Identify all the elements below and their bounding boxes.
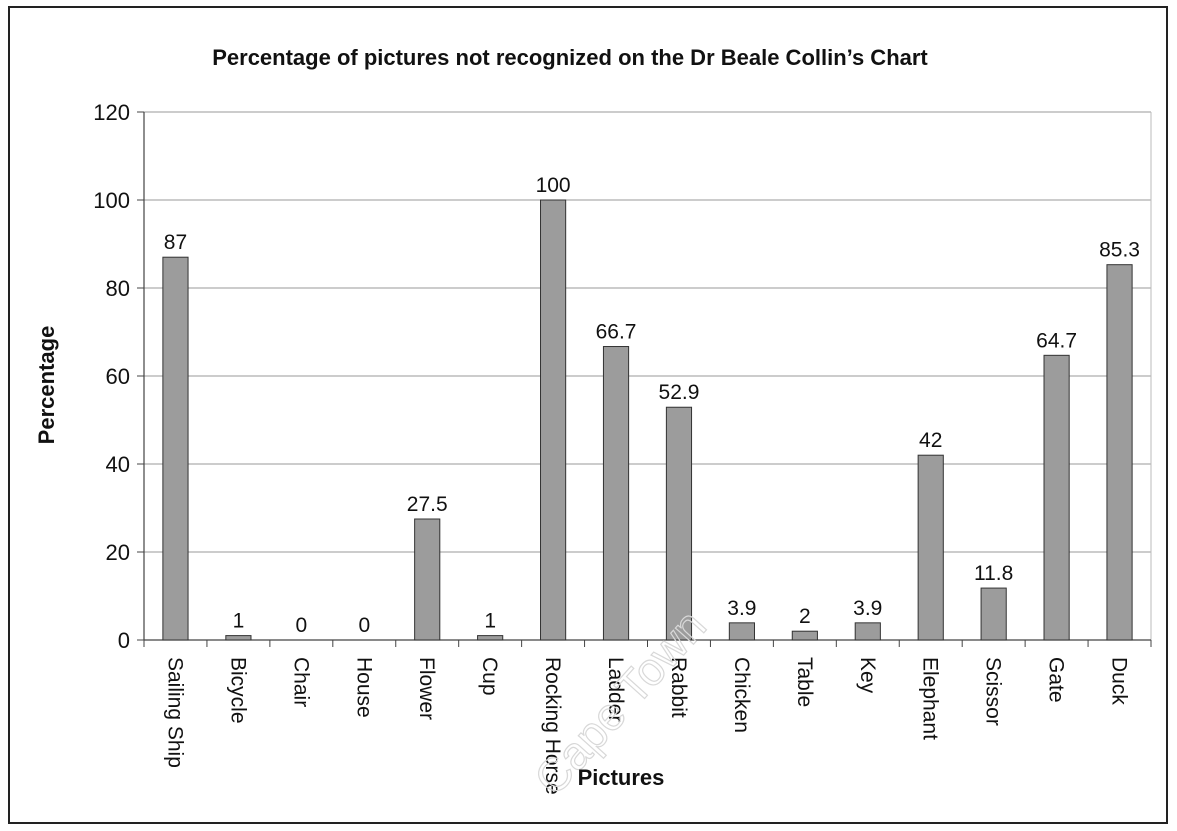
bar: [917, 454, 944, 641]
category-label: Rabbit: [667, 657, 690, 718]
data-label: 66.7: [596, 321, 637, 344]
category-label: Table: [793, 657, 816, 707]
category-label: Ladder: [604, 657, 627, 722]
category-label: Rocking Horse: [541, 657, 564, 795]
y-axis-title: Percentage: [34, 326, 59, 445]
bar: [980, 587, 1007, 641]
data-label: 64.7: [1036, 329, 1077, 352]
chart-title: Percentage of pictures not recognized on…: [212, 45, 928, 70]
bars: [162, 199, 1133, 641]
category-label: Scissor: [982, 657, 1005, 726]
bar: [477, 635, 504, 641]
bar-chart: Percentage of pictures not recognized on…: [34, 45, 1152, 805]
data-label: 1: [233, 610, 245, 633]
bar: [162, 256, 189, 641]
data-label: 3.9: [853, 597, 882, 620]
bar: [854, 622, 881, 641]
data-label: 85.3: [1099, 239, 1140, 262]
x-axis-title: Pictures: [578, 765, 665, 790]
bar: [540, 199, 567, 641]
bar: [1106, 264, 1133, 641]
y-tick-label: 80: [106, 276, 130, 301]
bar: [225, 635, 252, 641]
bar: [414, 518, 441, 641]
category-label: Elephant: [919, 657, 942, 740]
bar: [665, 406, 693, 641]
bar: [728, 622, 755, 641]
data-label: 42: [919, 429, 942, 452]
category-label: Flower: [415, 657, 438, 720]
category-label: Cup: [478, 657, 501, 696]
bar: [1043, 354, 1070, 641]
gridlines: [137, 111, 1152, 647]
chart-frame: Percentage of pictures not recognized on…: [8, 6, 1168, 824]
category-label: Gate: [1045, 657, 1068, 703]
category-labels: Sailing Ship Bicycle Chair House Flower Cup Ro…: [163, 657, 1130, 795]
y-tick-label: 40: [106, 452, 130, 477]
y-tick-label: 20: [106, 540, 130, 565]
category-label: Key: [856, 657, 879, 694]
bar: [602, 346, 630, 641]
data-label: 0: [296, 614, 308, 637]
category-label: House: [352, 657, 375, 718]
data-label: 100: [536, 174, 571, 197]
y-tick-label: 0: [118, 628, 130, 653]
data-label: 52.9: [659, 381, 700, 404]
data-label: 3.9: [727, 597, 756, 620]
data-label: 87: [164, 231, 187, 254]
bar: [791, 630, 818, 641]
data-label: 11.8: [974, 562, 1013, 585]
data-label: 0: [358, 614, 370, 637]
category-label: Sailing Ship: [163, 657, 186, 768]
category-label: Chicken: [730, 657, 753, 733]
y-tick-label: 60: [106, 364, 130, 389]
category-label: Bicycle: [226, 657, 249, 724]
category-label: Duck: [1108, 657, 1131, 705]
category-label: Chair: [289, 657, 312, 707]
data-label: 2: [799, 605, 811, 628]
data-label: 1: [484, 610, 496, 633]
y-axis-ticks: 0 20 40 60 80 100 120: [93, 100, 130, 653]
y-tick-label: 120: [93, 100, 130, 125]
data-label: 27.5: [407, 493, 448, 516]
y-tick-label: 100: [93, 188, 130, 213]
